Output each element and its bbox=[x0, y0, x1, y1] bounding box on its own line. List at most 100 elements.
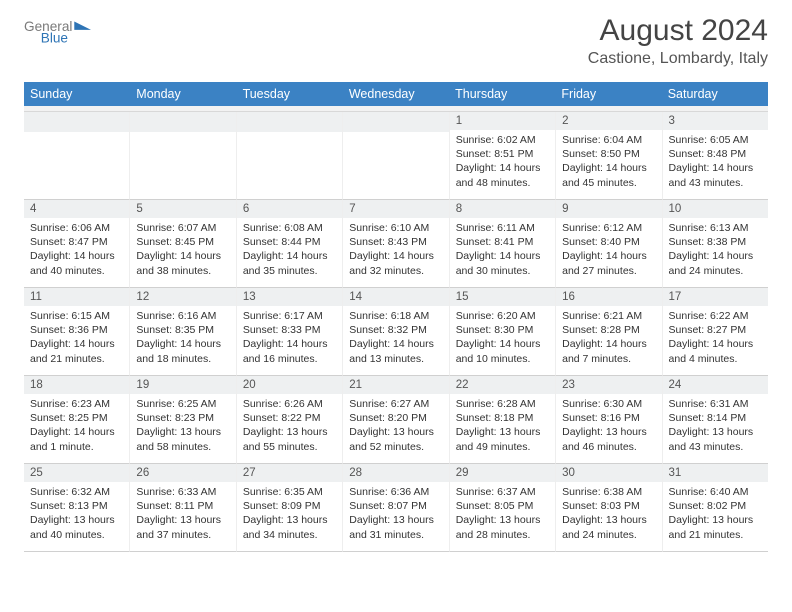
sunrise-text: Sunrise: 6:06 AM bbox=[30, 221, 123, 235]
sunset-text: Sunset: 8:36 PM bbox=[30, 323, 123, 337]
day-number: 9 bbox=[556, 200, 661, 218]
daylight-text: Daylight: 14 hours and 45 minutes. bbox=[562, 161, 655, 189]
calendar-day-cell: 27Sunrise: 6:35 AMSunset: 8:09 PMDayligh… bbox=[236, 464, 342, 552]
calendar-day-cell: 20Sunrise: 6:26 AMSunset: 8:22 PMDayligh… bbox=[236, 376, 342, 464]
daylight-text: Daylight: 13 hours and 24 minutes. bbox=[562, 513, 655, 541]
day-number: 3 bbox=[663, 112, 768, 130]
sunrise-text: Sunrise: 6:28 AM bbox=[456, 397, 549, 411]
sunrise-text: Sunrise: 6:08 AM bbox=[243, 221, 336, 235]
day-number: 28 bbox=[343, 464, 448, 482]
day-number-empty bbox=[130, 112, 235, 132]
day-detail: Sunrise: 6:35 AMSunset: 8:09 PMDaylight:… bbox=[237, 482, 342, 548]
sunrise-text: Sunrise: 6:36 AM bbox=[349, 485, 442, 499]
day-detail: Sunrise: 6:28 AMSunset: 8:18 PMDaylight:… bbox=[450, 394, 555, 460]
calendar-day-cell: 12Sunrise: 6:16 AMSunset: 8:35 PMDayligh… bbox=[129, 288, 235, 376]
day-detail: Sunrise: 6:02 AMSunset: 8:51 PMDaylight:… bbox=[450, 130, 555, 196]
sunrise-text: Sunrise: 6:04 AM bbox=[562, 133, 655, 147]
sunset-text: Sunset: 8:44 PM bbox=[243, 235, 336, 249]
daylight-text: Daylight: 13 hours and 49 minutes. bbox=[456, 425, 549, 453]
day-detail: Sunrise: 6:20 AMSunset: 8:30 PMDaylight:… bbox=[450, 306, 555, 372]
calendar: SundayMondayTuesdayWednesdayThursdayFrid… bbox=[24, 82, 768, 552]
day-number: 11 bbox=[24, 288, 129, 306]
sunset-text: Sunset: 8:09 PM bbox=[243, 499, 336, 513]
calendar-week-row: 1Sunrise: 6:02 AMSunset: 8:51 PMDaylight… bbox=[24, 112, 768, 200]
day-number: 6 bbox=[237, 200, 342, 218]
calendar-weekday-header: SundayMondayTuesdayWednesdayThursdayFrid… bbox=[24, 82, 768, 106]
day-detail: Sunrise: 6:10 AMSunset: 8:43 PMDaylight:… bbox=[343, 218, 448, 284]
day-number-empty bbox=[237, 112, 342, 132]
sunset-text: Sunset: 8:16 PM bbox=[562, 411, 655, 425]
sunrise-text: Sunrise: 6:40 AM bbox=[669, 485, 762, 499]
calendar-week-row: 4Sunrise: 6:06 AMSunset: 8:47 PMDaylight… bbox=[24, 200, 768, 288]
sunset-text: Sunset: 8:02 PM bbox=[669, 499, 762, 513]
sunset-text: Sunset: 8:38 PM bbox=[669, 235, 762, 249]
weekday-header-cell: Tuesday bbox=[237, 82, 343, 106]
calendar-day-cell: 18Sunrise: 6:23 AMSunset: 8:25 PMDayligh… bbox=[24, 376, 129, 464]
day-number: 8 bbox=[450, 200, 555, 218]
sunset-text: Sunset: 8:18 PM bbox=[456, 411, 549, 425]
day-number: 23 bbox=[556, 376, 661, 394]
calendar-day-cell: 21Sunrise: 6:27 AMSunset: 8:20 PMDayligh… bbox=[342, 376, 448, 464]
day-detail: Sunrise: 6:16 AMSunset: 8:35 PMDaylight:… bbox=[130, 306, 235, 372]
daylight-text: Daylight: 13 hours and 40 minutes. bbox=[30, 513, 123, 541]
sunrise-text: Sunrise: 6:02 AM bbox=[456, 133, 549, 147]
day-detail: Sunrise: 6:36 AMSunset: 8:07 PMDaylight:… bbox=[343, 482, 448, 548]
calendar-day-cell: 22Sunrise: 6:28 AMSunset: 8:18 PMDayligh… bbox=[449, 376, 555, 464]
sunset-text: Sunset: 8:51 PM bbox=[456, 147, 549, 161]
daylight-text: Daylight: 14 hours and 1 minute. bbox=[30, 425, 123, 453]
daylight-text: Daylight: 13 hours and 43 minutes. bbox=[669, 425, 762, 453]
sunset-text: Sunset: 8:48 PM bbox=[669, 147, 762, 161]
daylight-text: Daylight: 14 hours and 24 minutes. bbox=[669, 249, 762, 277]
day-number: 27 bbox=[237, 464, 342, 482]
day-number-empty bbox=[343, 112, 448, 132]
daylight-text: Daylight: 14 hours and 10 minutes. bbox=[456, 337, 549, 365]
sunset-text: Sunset: 8:27 PM bbox=[669, 323, 762, 337]
sunrise-text: Sunrise: 6:12 AM bbox=[562, 221, 655, 235]
sunrise-text: Sunrise: 6:23 AM bbox=[30, 397, 123, 411]
day-number-empty bbox=[24, 112, 129, 132]
calendar-day-cell: 26Sunrise: 6:33 AMSunset: 8:11 PMDayligh… bbox=[129, 464, 235, 552]
calendar-day-cell: 29Sunrise: 6:37 AMSunset: 8:05 PMDayligh… bbox=[449, 464, 555, 552]
sunset-text: Sunset: 8:23 PM bbox=[136, 411, 229, 425]
page-title: August 2024 bbox=[588, 14, 768, 48]
sunrise-text: Sunrise: 6:33 AM bbox=[136, 485, 229, 499]
calendar-day-cell: 3Sunrise: 6:05 AMSunset: 8:48 PMDaylight… bbox=[662, 112, 768, 200]
day-detail: Sunrise: 6:05 AMSunset: 8:48 PMDaylight:… bbox=[663, 130, 768, 196]
sunset-text: Sunset: 8:25 PM bbox=[30, 411, 123, 425]
daylight-text: Daylight: 14 hours and 4 minutes. bbox=[669, 337, 762, 365]
day-number: 21 bbox=[343, 376, 448, 394]
sunset-text: Sunset: 8:13 PM bbox=[30, 499, 123, 513]
sunrise-text: Sunrise: 6:37 AM bbox=[456, 485, 549, 499]
sunset-text: Sunset: 8:45 PM bbox=[136, 235, 229, 249]
daylight-text: Daylight: 13 hours and 28 minutes. bbox=[456, 513, 549, 541]
sunset-text: Sunset: 8:03 PM bbox=[562, 499, 655, 513]
calendar-day-cell: 25Sunrise: 6:32 AMSunset: 8:13 PMDayligh… bbox=[24, 464, 129, 552]
daylight-text: Daylight: 13 hours and 55 minutes. bbox=[243, 425, 336, 453]
calendar-week-row: 11Sunrise: 6:15 AMSunset: 8:36 PMDayligh… bbox=[24, 288, 768, 376]
day-number: 10 bbox=[663, 200, 768, 218]
daylight-text: Daylight: 14 hours and 13 minutes. bbox=[349, 337, 442, 365]
calendar-day-cell: 19Sunrise: 6:25 AMSunset: 8:23 PMDayligh… bbox=[129, 376, 235, 464]
day-number: 22 bbox=[450, 376, 555, 394]
day-detail: Sunrise: 6:15 AMSunset: 8:36 PMDaylight:… bbox=[24, 306, 129, 372]
calendar-day-cell: 6Sunrise: 6:08 AMSunset: 8:44 PMDaylight… bbox=[236, 200, 342, 288]
day-number: 12 bbox=[130, 288, 235, 306]
sunset-text: Sunset: 8:20 PM bbox=[349, 411, 442, 425]
day-number: 17 bbox=[663, 288, 768, 306]
sunrise-text: Sunrise: 6:22 AM bbox=[669, 309, 762, 323]
calendar-day-cell: 13Sunrise: 6:17 AMSunset: 8:33 PMDayligh… bbox=[236, 288, 342, 376]
calendar-day-cell: 24Sunrise: 6:31 AMSunset: 8:14 PMDayligh… bbox=[662, 376, 768, 464]
sunrise-text: Sunrise: 6:35 AM bbox=[243, 485, 336, 499]
day-number: 19 bbox=[130, 376, 235, 394]
sunset-text: Sunset: 8:40 PM bbox=[562, 235, 655, 249]
day-number: 7 bbox=[343, 200, 448, 218]
day-number: 20 bbox=[237, 376, 342, 394]
weekday-header-cell: Monday bbox=[130, 82, 236, 106]
daylight-text: Daylight: 13 hours and 52 minutes. bbox=[349, 425, 442, 453]
calendar-week-row: 25Sunrise: 6:32 AMSunset: 8:13 PMDayligh… bbox=[24, 464, 768, 552]
header: General Blue August 2024 Castione, Lomba… bbox=[0, 0, 792, 74]
calendar-day-cell: 9Sunrise: 6:12 AMSunset: 8:40 PMDaylight… bbox=[555, 200, 661, 288]
day-number: 26 bbox=[130, 464, 235, 482]
calendar-day-cell: 10Sunrise: 6:13 AMSunset: 8:38 PMDayligh… bbox=[662, 200, 768, 288]
day-detail: Sunrise: 6:30 AMSunset: 8:16 PMDaylight:… bbox=[556, 394, 661, 460]
